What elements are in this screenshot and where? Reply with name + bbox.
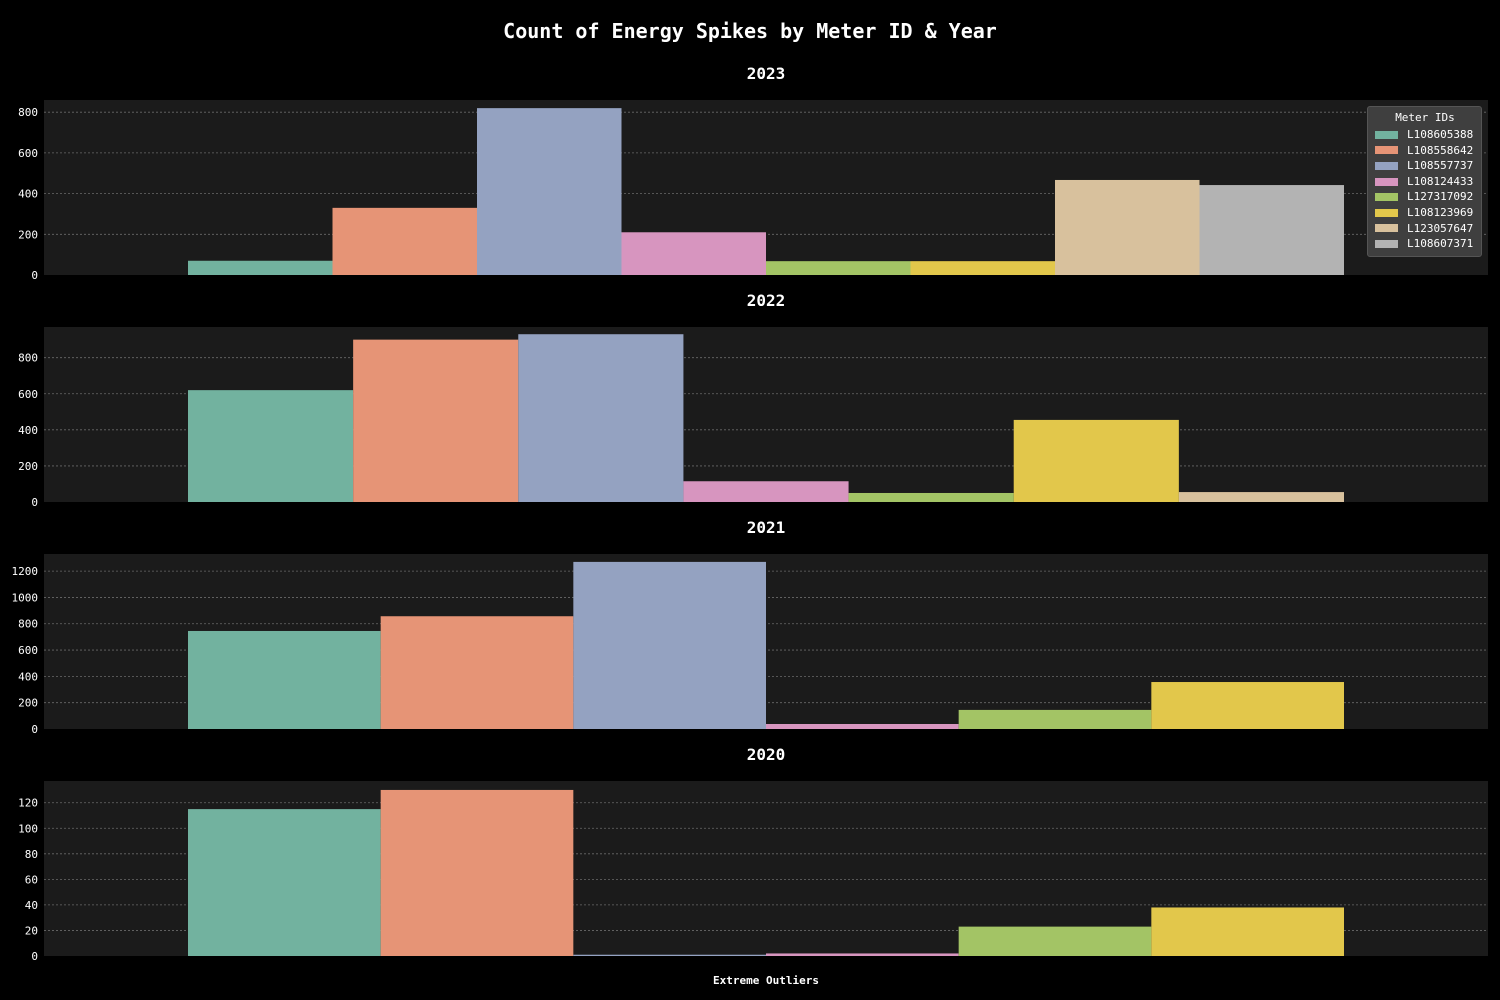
chart-title: Count of Energy Spikes by Meter ID & Yea… xyxy=(503,19,997,43)
y-tick-label: 200 xyxy=(18,228,38,241)
legend-item: L123057647 xyxy=(1375,221,1475,237)
legend-label: L123057647 xyxy=(1407,221,1474,235)
y-tick-label: 100 xyxy=(18,822,38,835)
legend-label: L108607371 xyxy=(1407,237,1474,251)
y-tick-label: 1200 xyxy=(12,565,39,578)
y-tick-label: 600 xyxy=(18,147,38,160)
panel-title-2020: 2020 xyxy=(747,745,786,764)
legend-items: L108605388 L108558642 L108557737 L108124433… xyxy=(1375,127,1475,252)
bar-2021-L108558642 xyxy=(380,616,574,729)
legend-label: L108558642 xyxy=(1407,143,1474,157)
legend-item: L108605388 xyxy=(1375,127,1475,143)
bar-2023-L127317092 xyxy=(766,261,911,275)
panel-title-2021: 2021 xyxy=(747,518,786,537)
y-tick-label: 0 xyxy=(31,950,38,963)
y-tick-label: 120 xyxy=(18,797,38,810)
legend-label: L127317092 xyxy=(1407,190,1474,204)
legend-swatch xyxy=(1375,193,1398,202)
y-tick-label: 800 xyxy=(18,352,38,365)
legend-item: L108123969 xyxy=(1375,205,1475,221)
legend-label: L108605388 xyxy=(1407,128,1474,141)
bar-2020-L108557737 xyxy=(573,954,766,956)
y-tick-label: 200 xyxy=(18,697,38,710)
bar-2022-L108124433 xyxy=(683,481,849,502)
bar-2023-L108557737 xyxy=(477,108,622,276)
bar-2023-L108607371 xyxy=(1199,185,1344,275)
legend-item: L108607371 xyxy=(1375,236,1475,252)
bar-2020-L108558642 xyxy=(380,789,574,956)
bar-2021-L108557737 xyxy=(573,561,766,729)
bar-2022-L108605388 xyxy=(188,390,354,502)
legend-label: L108124433 xyxy=(1407,174,1474,188)
legend-swatch xyxy=(1375,146,1398,155)
bar-2022-L108558642 xyxy=(353,339,519,502)
y-tick-label: 400 xyxy=(18,424,38,437)
legend-item: L108558642 xyxy=(1375,143,1475,159)
panel-title-2022: 2022 xyxy=(747,291,786,310)
legend-item: L108124433 xyxy=(1375,174,1475,190)
y-tick-label: 400 xyxy=(18,188,38,201)
legend-item: L108557737 xyxy=(1375,158,1475,174)
bar-2022-L108557737 xyxy=(518,334,684,502)
legend-title: Meter IDs xyxy=(1395,111,1455,124)
y-tick-label: 0 xyxy=(31,496,38,509)
x-axis-label: Extreme Outliers xyxy=(713,974,819,987)
bar-2020-L108605388 xyxy=(188,809,381,956)
bar-2021-L108123969 xyxy=(1151,682,1344,729)
legend-swatch xyxy=(1375,208,1398,217)
y-tick-label: 600 xyxy=(18,644,38,657)
bar-2022-L108123969 xyxy=(1013,419,1179,502)
y-tick-label: 600 xyxy=(18,388,38,401)
legend-label: L108123969 xyxy=(1407,205,1474,219)
legend-swatch xyxy=(1375,239,1398,248)
bar-2023-L108124433 xyxy=(621,232,766,275)
panel-title-2023: 2023 xyxy=(747,64,786,83)
y-tick-label: 20 xyxy=(25,924,38,937)
bar-2023-L108605388 xyxy=(188,260,333,275)
y-tick-label: 60 xyxy=(25,873,38,886)
y-tick-label: 1000 xyxy=(12,591,39,604)
bar-2021-L127317092 xyxy=(958,709,1152,729)
y-tick-label: 400 xyxy=(18,670,38,683)
y-tick-label: 200 xyxy=(18,460,38,473)
legend: Meter IDs L108605388 L108558642 L108557737… xyxy=(1367,106,1482,257)
y-tick-label: 0 xyxy=(31,269,38,282)
bar-2021-L108124433 xyxy=(766,724,959,729)
y-tick-label: 800 xyxy=(18,106,38,119)
bar-2023-L108558642 xyxy=(332,207,477,275)
bar-2021-L108605388 xyxy=(188,630,381,729)
bar-2022-L127317092 xyxy=(848,492,1014,502)
legend-item: L127317092 xyxy=(1375,189,1475,205)
bar-2020-L108123969 xyxy=(1151,907,1344,956)
bar-2020-L127317092 xyxy=(958,926,1152,956)
bar-2023-L108123969 xyxy=(910,261,1055,275)
legend-swatch xyxy=(1375,224,1398,233)
legend-label: L108557737 xyxy=(1407,159,1474,173)
legend-swatch xyxy=(1375,161,1398,170)
y-tick-label: 40 xyxy=(25,899,38,912)
bar-2023-L123057647 xyxy=(1055,179,1200,275)
bar-2020-L108124433 xyxy=(766,953,959,956)
y-tick-label: 80 xyxy=(25,848,38,861)
bar-2022-L123057647 xyxy=(1178,492,1344,502)
legend-swatch xyxy=(1375,177,1398,186)
y-tick-label: 800 xyxy=(18,618,38,631)
y-tick-label: 0 xyxy=(31,723,38,736)
legend-swatch xyxy=(1375,130,1398,139)
